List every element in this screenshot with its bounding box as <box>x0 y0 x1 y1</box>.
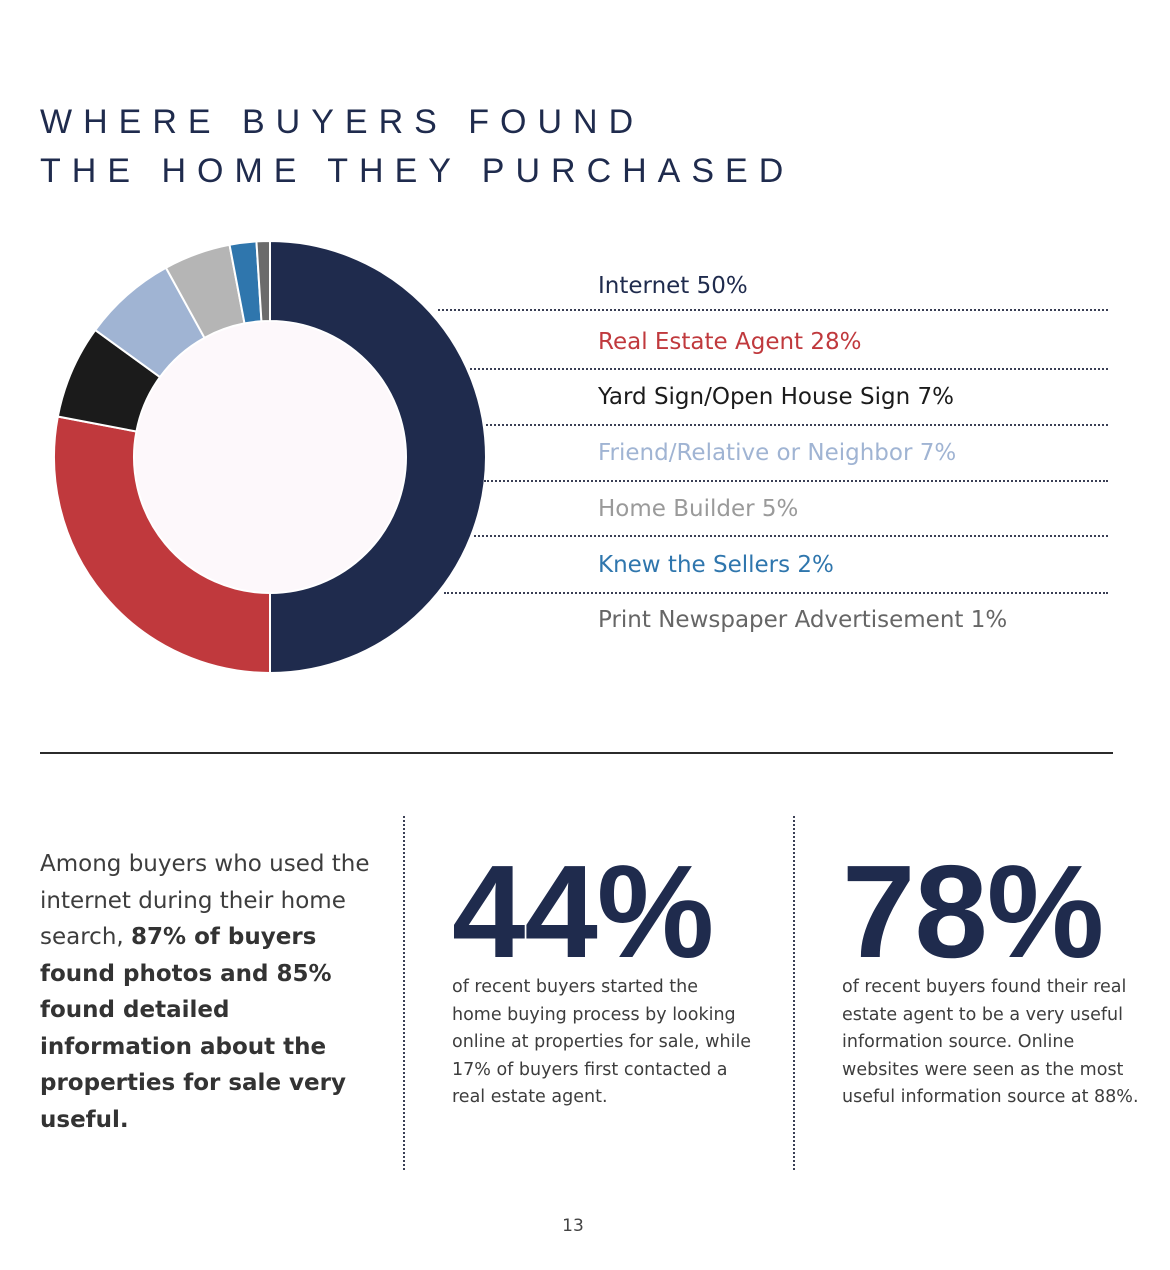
column-separator <box>403 816 405 1170</box>
stat-description: of recent buyers found their real estate… <box>842 977 1139 1107</box>
legend-label-friend-relative: Friend/Relative or Neighbor 7% <box>598 440 957 466</box>
donut-slice-1 <box>269 240 487 675</box>
leader-line <box>474 535 1108 537</box>
leader-line <box>438 309 1108 311</box>
section-divider <box>40 752 1113 754</box>
donut-slice-7 <box>255 240 271 323</box>
intro-bold-text: 87% of buyers found photos and 85% found… <box>40 924 346 1133</box>
donut-slice-2 <box>53 415 271 675</box>
legend-label-yard-sign: Yard Sign/Open House Sign 7% <box>598 384 954 410</box>
title-line-1: WHERE BUYERS FOUND <box>40 103 645 141</box>
page-number: 13 <box>562 1216 584 1236</box>
legend-label-internet: Internet 50% <box>598 273 748 299</box>
donut-chart <box>53 240 487 675</box>
stat-value: 78% <box>842 838 1104 985</box>
donut-hole <box>135 322 405 592</box>
stat-block-78: 78% of recent buyers found their real es… <box>842 842 1142 1112</box>
legend-label-print-newspaper: Print Newspaper Advertisement 1% <box>598 607 1008 633</box>
intro-plain-text: Among buyers who used the internet durin… <box>40 851 370 950</box>
leader-line <box>444 592 1108 594</box>
intro-paragraph: Among buyers who used the internet durin… <box>40 846 380 1138</box>
page-title: WHERE BUYERS FOUND THE HOME THEY PURCHAS… <box>40 98 794 196</box>
leader-line <box>486 424 1108 426</box>
stat-block-44: 44% of recent buyers started the home bu… <box>452 842 752 1112</box>
title-line-2: THE HOME THEY PURCHASED <box>40 152 795 190</box>
leader-line <box>470 368 1108 370</box>
legend-label-home-builder: Home Builder 5% <box>598 496 799 522</box>
leader-line <box>484 480 1108 482</box>
stat-description: of recent buyers started the home buying… <box>452 977 752 1107</box>
column-separator <box>793 816 795 1170</box>
legend-label-knew-sellers: Knew the Sellers 2% <box>598 552 834 578</box>
legend-label-real-estate-agent: Real Estate Agent 28% <box>598 329 862 355</box>
stat-value: 44% <box>452 838 714 985</box>
